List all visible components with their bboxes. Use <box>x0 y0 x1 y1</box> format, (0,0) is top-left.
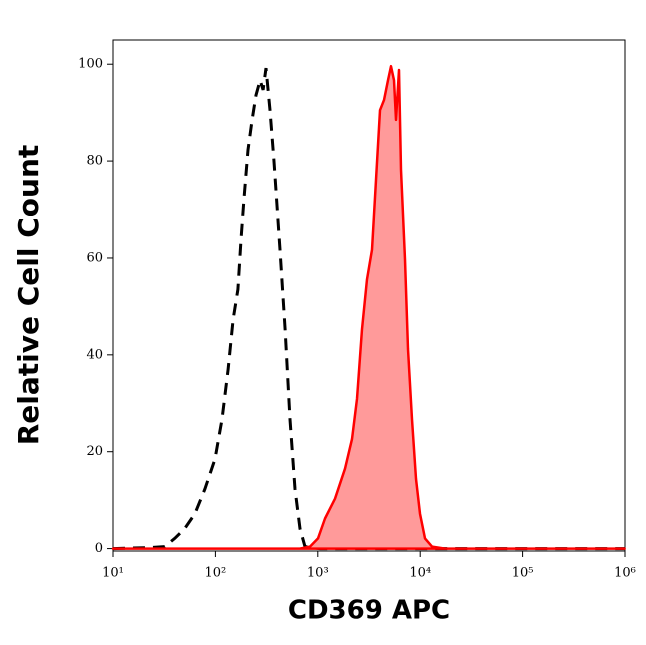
x-tick-label: 10⁵ <box>512 566 534 581</box>
y-tick-label: 80 <box>86 154 103 169</box>
histogram-area <box>111 64 626 550</box>
y-tick-label: 20 <box>86 444 103 459</box>
y-tick-label: 40 <box>86 347 103 362</box>
x-tick-label: 10³ <box>307 566 329 581</box>
x-axis-label: CD369 APC <box>288 596 450 626</box>
x-tick-label: 10¹ <box>102 566 124 581</box>
x-tick-label: 10⁴ <box>409 566 431 581</box>
y-tick-label: 100 <box>78 57 103 72</box>
y-axis-label: Relative Cell Count <box>12 145 45 446</box>
x-tick-label: 10² <box>205 566 227 581</box>
plot-frame <box>112 39 626 552</box>
y-tick-label: 60 <box>86 250 103 265</box>
y-tick-label: 0 <box>95 541 103 556</box>
histogram-line <box>112 67 625 551</box>
x-tick-label: 10⁶ <box>614 566 636 581</box>
